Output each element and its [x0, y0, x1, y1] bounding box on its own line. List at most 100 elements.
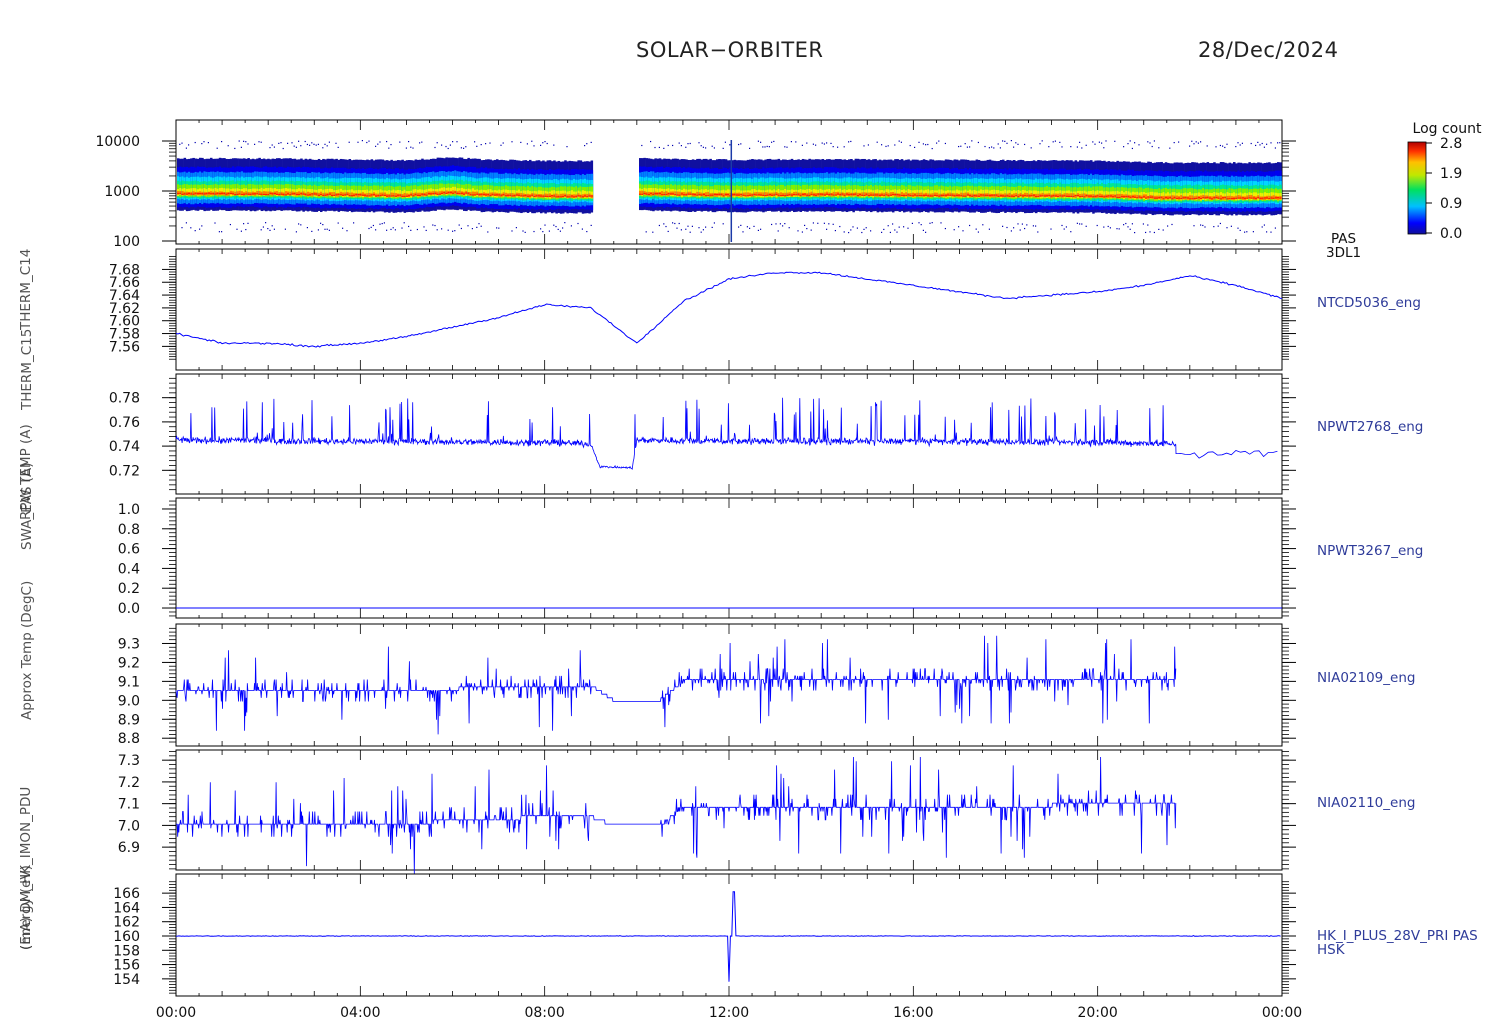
spectrogram-column: [764, 192, 767, 196]
spectrogram-column: [1087, 195, 1091, 197]
spectrogram-column: [650, 192, 653, 196]
spectrogram-column: [964, 195, 968, 197]
spectrogram-column: [674, 194, 677, 196]
spectrogram-column: [1070, 193, 1073, 197]
spectrogram-speckle: [542, 231, 544, 233]
spectrogram-column: [306, 191, 310, 196]
spectrogram-column: [691, 189, 695, 197]
spectrogram-speckle: [553, 144, 555, 146]
spectrogram-column: [555, 196, 558, 198]
spectrogram-column: [1259, 197, 1262, 200]
spectrogram-column: [443, 187, 446, 195]
spectrogram-speckle: [566, 146, 568, 148]
spectrogram-speckle: [757, 229, 759, 232]
spectrogram-column: [696, 194, 699, 196]
spectrogram-column: [766, 192, 770, 196]
spectrogram-speckle: [188, 144, 190, 146]
spectrogram-column: [507, 194, 510, 196]
spectrogram-column: [1268, 198, 1271, 200]
spectrogram-speckle: [1226, 143, 1228, 145]
spectrogram-speckle: [1131, 147, 1133, 150]
spectrogram-column: [1191, 195, 1194, 199]
spectrogram-speckle: [370, 226, 372, 228]
spectrogram-speckle: [929, 222, 931, 224]
spectrogram-column: [1167, 197, 1170, 199]
spectrogram-column: [856, 195, 860, 197]
spectrogram-column: [993, 194, 996, 196]
spectrogram-column: [553, 190, 556, 198]
spectrogram-column: [742, 194, 745, 196]
spectrogram-column: [588, 195, 591, 197]
spectrogram-column: [889, 194, 893, 196]
spectrogram-column: [973, 189, 976, 197]
spectrogram-speckle: [447, 229, 449, 231]
spectrogram-speckle: [828, 223, 830, 225]
spectrogram-column: [260, 191, 264, 196]
spectrogram-column: [243, 188, 246, 196]
spectrogram-speckle: [766, 145, 768, 148]
spectrogram-column: [379, 194, 382, 197]
spectrogram-speckle: [1158, 228, 1160, 230]
spectrogram-speckle: [702, 229, 704, 231]
spectrogram-column: [493, 194, 497, 196]
spectrogram-column: [795, 191, 798, 196]
spectrogram-column: [1059, 193, 1062, 197]
spectrogram-speckle: [1261, 226, 1263, 228]
spectrogram-speckle: [806, 227, 808, 230]
spectrogram-column: [392, 195, 396, 197]
spectrogram-speckle: [238, 140, 240, 142]
spectrogram-speckle: [867, 144, 869, 146]
spectrogram-speckle: [991, 146, 993, 148]
spectrogram-column: [1211, 198, 1214, 200]
spectrogram-column: [784, 188, 787, 196]
spectrogram-column: [1164, 196, 1168, 199]
spectrogram-column: [1202, 197, 1205, 199]
spectrogram-column: [1211, 196, 1214, 200]
spectrogram-column: [711, 194, 715, 196]
y-tick-label: 1000: [104, 184, 140, 200]
spectrogram-speckle: [1123, 146, 1125, 148]
spectrogram-speckle: [399, 141, 401, 143]
spectrogram-speckle: [1123, 224, 1125, 226]
spectrogram-column: [524, 194, 528, 196]
spectrogram-column: [977, 193, 981, 197]
spectrogram-column: [190, 188, 193, 196]
spectrogram-speckle: [1230, 225, 1232, 227]
spectrogram-column: [810, 191, 814, 196]
spectrogram-speckle: [480, 144, 482, 146]
spectrogram-column: [1235, 197, 1238, 199]
spectrogram-speckle: [920, 224, 922, 226]
spectrogram-column: [777, 188, 781, 196]
spectrogram-speckle: [540, 144, 542, 146]
spectrogram-speckle: [540, 228, 542, 230]
spectrogram-column: [421, 193, 424, 195]
spectrogram-column: [544, 195, 547, 197]
spectrogram-column: [478, 193, 481, 196]
spectrogram-column: [1092, 194, 1095, 198]
spectrogram-column: [1026, 193, 1029, 197]
spectrogram-column: [1197, 196, 1201, 199]
spectrogram-speckle: [705, 226, 707, 228]
spectrogram-speckle: [1134, 142, 1136, 144]
spectrogram-column: [683, 194, 686, 196]
spectrogram-column: [955, 189, 959, 197]
spectrogram-column: [212, 192, 215, 195]
spectrogram-column: [784, 194, 787, 197]
spectrogram-column: [729, 192, 732, 197]
spectrogram-column: [271, 188, 275, 196]
spectrogram-column: [896, 193, 899, 196]
spectrogram-column: [905, 195, 908, 197]
spectrogram-speckle: [1125, 222, 1127, 225]
spectrogram-column: [284, 191, 288, 195]
spectrogram-speckle: [1257, 141, 1259, 143]
spectrogram-column: [533, 195, 536, 198]
spectrogram-column: [1030, 193, 1034, 197]
spectrogram-speckle: [815, 144, 817, 146]
spectrogram-column: [346, 191, 349, 196]
spectrogram-column: [1035, 193, 1038, 198]
spectrogram-column: [1134, 196, 1137, 198]
spectrogram-column: [885, 194, 888, 196]
spectrogram-column: [520, 193, 523, 197]
spectrogram-speckle: [546, 142, 548, 145]
spectrogram-column: [1156, 197, 1159, 199]
